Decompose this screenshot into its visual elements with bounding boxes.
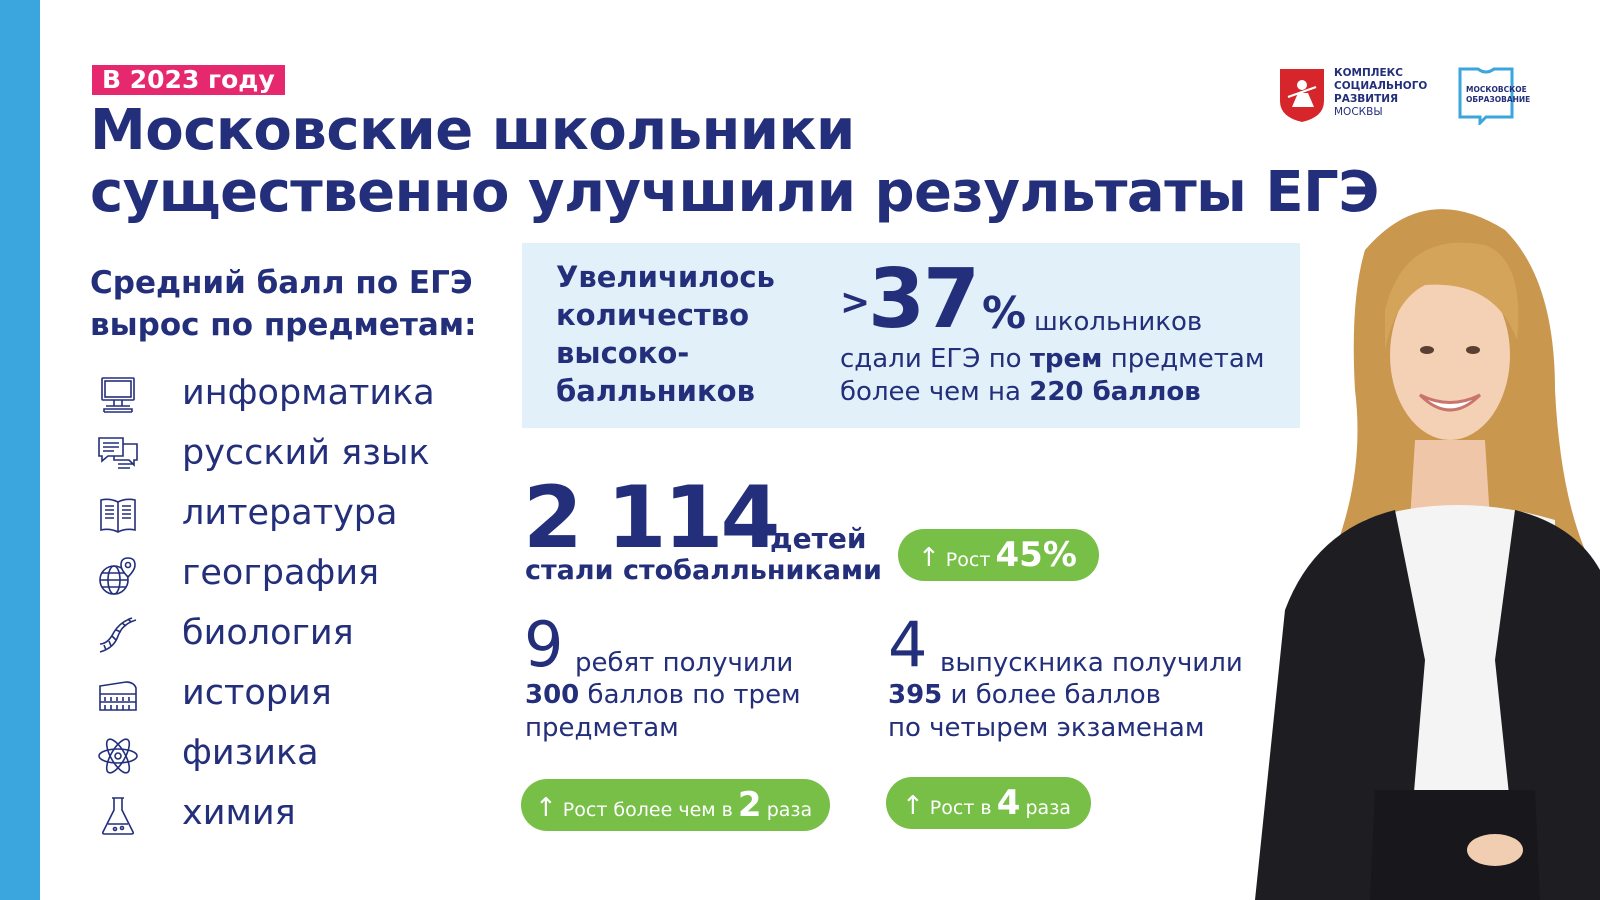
subject-label: химия (182, 793, 296, 833)
moscow-education-logo: МОСКОВСКОЕ ОБРАЗОВАНИЕ (1456, 65, 1536, 125)
list-item: информатика (96, 370, 496, 430)
stat-300-line-2: 300 баллов по трем (525, 680, 801, 710)
subjects-heading: Средний балл по ЕГЭ вырос по предметам: (90, 265, 477, 343)
stat-300-line-3: предметам (525, 713, 679, 743)
list-item: русский язык (96, 430, 496, 490)
list-item: география (96, 550, 496, 610)
subject-label: география (182, 553, 380, 593)
stat-395-number: 4 (888, 608, 928, 681)
highlight-line-3: более чем на 220 баллов (840, 377, 1201, 407)
stat-395-line-1: выпускника получили (940, 648, 1243, 678)
logo-text: МОСКОВСКОЕ ОБРАЗОВАНИЕ (1466, 85, 1531, 104)
stat-395-line-3: по четырем экзаменам (888, 713, 1205, 743)
subject-label: литература (182, 493, 398, 533)
highlight-line-2: сдали ЕГЭ по трем предметам (840, 344, 1265, 374)
growth-badge-2x: ↑ Рост более чем в 2 раза (521, 779, 831, 831)
stat-395-line-2: 395 и более баллов (888, 680, 1161, 710)
subject-label: физика (182, 733, 319, 773)
subject-label: информатика (182, 373, 435, 413)
hundred-pointers-subtitle: стали стобалльниками (525, 555, 882, 586)
highlight-word: школьников (1034, 307, 1203, 337)
page-title: Московские школьники существенно улучшил… (90, 100, 1410, 224)
growth-badge-4x: ↑ Рост в 4 раза (886, 777, 1091, 829)
student-photo (1255, 209, 1600, 900)
stat-300-line-1: ребят получили (575, 648, 794, 678)
highlight-panel (522, 243, 1300, 428)
highlight-number: 37 (868, 252, 980, 347)
highlight-percent: % (982, 288, 1027, 339)
greater-than-sign: > (840, 282, 871, 323)
stat-300-number: 9 (524, 608, 564, 681)
list-item: биология (96, 610, 496, 670)
title-line-1: Московские школьники (90, 98, 855, 163)
side-stripe (0, 0, 40, 900)
colosseum-icon (99, 681, 137, 711)
title-line-2: существенно улучшили результаты ЕГЭ (90, 160, 1379, 225)
list-item: химия (96, 790, 496, 850)
arrow-up-icon: ↑ (535, 793, 557, 823)
dna-icon (99, 617, 137, 653)
computer-icon (101, 377, 135, 413)
speech-bubbles-icon (98, 437, 138, 469)
logo-text: КОМПЛЕКС СОЦИАЛЬНОГО РАЗВИТИЯ МОСКВЫ (1334, 67, 1428, 118)
highlight-caption: Увеличилось количество высоко- балльнико… (556, 260, 775, 408)
globe-pin-icon (99, 557, 136, 595)
hundred-pointers-number: 2 114 (523, 468, 780, 568)
arrow-up-icon: ↑ (918, 543, 940, 573)
list-item: физика (96, 730, 496, 790)
subject-label: история (182, 673, 332, 713)
subject-label: русский язык (182, 433, 430, 473)
list-item: история (96, 670, 496, 730)
year-badge: В 2023 году (92, 65, 285, 95)
moscow-emblem-icon (1280, 69, 1324, 122)
book-outline-icon (1458, 67, 1514, 125)
atom-icon (98, 738, 138, 774)
list-item: литература (96, 490, 496, 550)
arrow-up-icon: ↑ (902, 791, 924, 821)
hundred-pointers-word: детей (770, 522, 867, 555)
flask-icon (101, 797, 135, 835)
book-icon (100, 498, 136, 533)
growth-badge-45: ↑ Рост 45% (898, 529, 1099, 581)
subject-label: биология (182, 613, 354, 653)
